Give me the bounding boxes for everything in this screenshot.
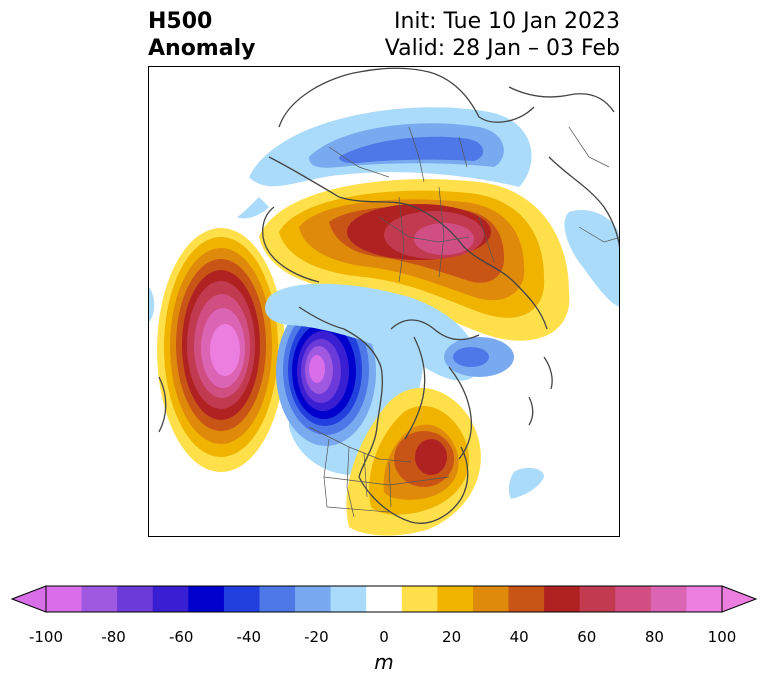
colorbar-segment — [117, 586, 154, 612]
colorbar-tick-label: 40 — [509, 628, 529, 646]
colorbar-segment — [401, 586, 438, 612]
valid-date: Valid: 28 Jan – 03 Feb — [384, 36, 620, 61]
colorbar-segment — [615, 586, 652, 612]
map-panel — [148, 66, 620, 537]
colorbar-extend-low — [10, 585, 47, 613]
colorbar-segment — [259, 586, 296, 612]
colorbar-segment — [152, 586, 189, 612]
colorbar-tick-label: 0 — [379, 628, 389, 646]
colorbar-segment — [508, 586, 545, 612]
colorbar-segment — [188, 586, 225, 612]
anomaly-map — [149, 67, 619, 536]
colorbar-segment — [437, 586, 474, 612]
colorbar-segment — [366, 586, 403, 612]
arctic-ridge — [259, 179, 570, 341]
colorbar-segment — [579, 586, 616, 612]
colorbar-tick-label: 80 — [644, 628, 664, 646]
colorbar-tick-label: -100 — [28, 628, 64, 646]
init-date: Init: Tue 10 Jan 2023 — [393, 9, 620, 34]
date-info: Init: Tue 10 Jan 2023 Valid: 28 Jan – 03… — [385, 8, 620, 62]
title-line-2: Anomaly — [148, 36, 256, 61]
colorbar-segment — [330, 586, 367, 612]
colorbar — [10, 585, 758, 613]
colorbar-segment — [81, 586, 118, 612]
colorbar-segment — [46, 586, 83, 612]
colorbar-tick-label: -80 — [101, 628, 126, 646]
colorbar-tick-label: 20 — [442, 628, 462, 646]
colorbar-segment — [650, 586, 687, 612]
colorbar-tick-label: -40 — [236, 628, 262, 646]
colorbar-tick-label: -60 — [168, 628, 194, 646]
colorbar-tick-label: -20 — [304, 628, 329, 646]
pacific-ridge — [157, 228, 285, 472]
colorbar-segment — [223, 586, 260, 612]
colorbar-segments — [46, 586, 723, 612]
eastern-ridge — [346, 387, 481, 536]
colorbar-tick-label: 100 — [707, 628, 737, 646]
minor-negative-areas — [149, 210, 619, 499]
borders — [308, 126, 619, 518]
eurasia-trough — [237, 107, 532, 219]
colorbar-segment — [295, 586, 332, 612]
chart-title: H500 Anomaly — [148, 8, 255, 62]
coastlines — [158, 67, 619, 524]
colorbar-segment — [686, 586, 723, 612]
colorbar-outline — [45, 585, 723, 613]
colorbar-segment — [544, 586, 581, 612]
colorbar-extend-high — [721, 585, 758, 613]
colorbar-units: m — [374, 650, 394, 674]
colorbar-segment — [472, 586, 510, 612]
title-line-1: H500 — [148, 9, 213, 34]
colorbar-tick-label: 60 — [577, 628, 597, 646]
